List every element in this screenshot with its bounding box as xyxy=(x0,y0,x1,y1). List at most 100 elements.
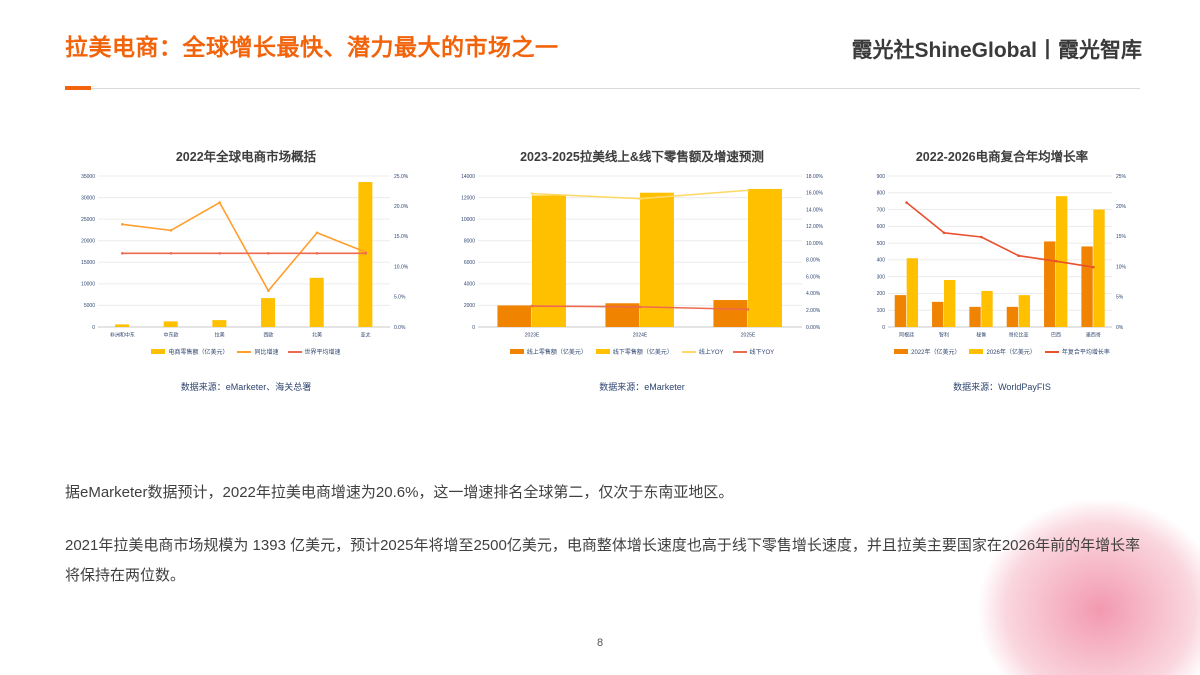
line-marker xyxy=(905,201,908,204)
chart-legend: 电商零售额（亿美元） 同比增速 世界平均增速 xyxy=(66,347,426,356)
legend-label: 2022年（亿美元） xyxy=(911,350,961,356)
header-divider xyxy=(65,88,1140,89)
line-marker xyxy=(121,223,124,226)
legend-item: 2022年（亿美元） xyxy=(894,347,960,356)
legend-item: 电商零售额（亿美元） xyxy=(151,347,228,356)
bar xyxy=(1044,241,1056,327)
line-marker xyxy=(1017,254,1020,258)
left-axis-label: 2000 xyxy=(464,303,475,309)
corner-gradient-decoration xyxy=(930,455,1200,675)
bar xyxy=(261,298,276,327)
x-axis-label: 墨西哥 xyxy=(1086,333,1101,339)
right-axis-label: 0% xyxy=(1116,325,1124,331)
legend-item: 年复合平均增长率 xyxy=(1044,347,1110,356)
bar xyxy=(497,305,532,327)
bar xyxy=(932,301,944,327)
legend-item: 线下YOY xyxy=(732,347,774,356)
right-axis-label: 16.00% xyxy=(806,191,824,197)
line-marker xyxy=(315,231,319,235)
right-axis-label: 8.00% xyxy=(806,258,821,264)
left-axis-label: 20000 xyxy=(81,239,95,245)
brand-logo: 霞光社ShineGlobal丨霞光智库 xyxy=(851,39,1142,62)
x-axis-label: 巴西 xyxy=(1051,333,1061,339)
legend-label: 电商零售额（亿美元） xyxy=(168,350,229,356)
legend-item: 线上YOY xyxy=(681,347,724,356)
bar xyxy=(1018,295,1031,327)
x-axis-label: 2023E xyxy=(525,333,540,339)
legend-bar-swatch xyxy=(595,349,610,354)
legend-item: 线下零售额（亿美元） xyxy=(595,347,673,356)
line-marker xyxy=(267,289,270,293)
line-marker xyxy=(169,252,173,255)
right-axis-label: 0.0% xyxy=(394,325,406,331)
legend-line-swatch xyxy=(1044,350,1059,353)
right-axis-label: 14.00% xyxy=(806,207,824,213)
bar xyxy=(981,290,993,327)
line-marker xyxy=(746,188,750,192)
legend-item: 同比增速 xyxy=(237,347,279,356)
bar xyxy=(1093,209,1105,327)
line-marker xyxy=(530,192,534,195)
bar xyxy=(906,258,919,327)
right-axis-label: 10.0% xyxy=(394,264,409,270)
legend-label: 线上零售额（亿美元） xyxy=(526,350,587,356)
left-axis-label: 4000 xyxy=(464,282,475,288)
left-axis-label: 30000 xyxy=(81,195,95,201)
x-axis-label: 亚太 xyxy=(361,332,371,339)
x-axis-label: 2024E xyxy=(633,333,648,339)
line-marker xyxy=(315,252,319,255)
chart-canvas-latam-retail-forecast: 0 2000 4000 6000 8000 10000 12000 14000 0.00% 2.0… xyxy=(461,174,824,339)
line-marker xyxy=(267,252,270,255)
legend-line-swatch xyxy=(237,350,252,353)
bar xyxy=(748,188,782,327)
left-axis-label: 300 xyxy=(877,274,886,280)
bar xyxy=(532,195,566,327)
bar xyxy=(605,303,640,327)
page-title: 拉美电商：全球增长最快、潜力最大的市场之一 xyxy=(65,34,559,60)
line-series xyxy=(906,201,1094,268)
x-axis-label: 智利 xyxy=(939,332,949,339)
chart-canvas-global-market: 0 5000 10000 15000 20000 25000 30000 35000 0.0% 5… xyxy=(81,174,409,339)
right-axis-label: 20% xyxy=(1116,204,1127,210)
bar xyxy=(713,300,748,327)
x-axis-label: 非洲和中东 xyxy=(110,332,135,339)
body-paragraph-market-size: 2021年拉美电商市场规模为 1393 亿美元，预计2025年将增至2500亿美… xyxy=(65,537,1141,584)
left-axis-label: 35000 xyxy=(81,174,95,180)
legend-bar-swatch xyxy=(969,349,984,354)
x-axis-label: 哥伦比亚 xyxy=(1009,332,1029,339)
right-axis-label: 25% xyxy=(1116,174,1127,180)
legend-label: 同比增速 xyxy=(254,350,279,356)
line-marker xyxy=(364,252,367,255)
right-axis-label: 25.0% xyxy=(394,174,409,180)
left-axis-label: 14000 xyxy=(461,174,475,180)
right-axis-label: 10% xyxy=(1116,264,1127,270)
legend-line-swatch xyxy=(287,350,302,353)
chart-source: 数据来源：eMarketer、海关总署 xyxy=(180,382,312,392)
page-number: 8 xyxy=(596,637,604,649)
line-series xyxy=(122,201,366,292)
x-axis-label: 秘鲁 xyxy=(976,332,986,339)
chart-legend: 2022年（亿美元） 2026年（亿美元） 年复合平均增长率 xyxy=(856,347,1148,356)
bar xyxy=(894,295,907,327)
legend-label: 世界平均增速 xyxy=(304,350,341,356)
right-axis-label: 0.00% xyxy=(806,325,821,331)
chart-title: 2022-2026电商复合年均增长率 xyxy=(915,150,1089,164)
right-axis-label: 18.00% xyxy=(806,174,824,180)
bar xyxy=(309,277,324,327)
left-axis-label: 700 xyxy=(877,207,886,213)
left-axis-label: 0 xyxy=(472,325,475,331)
chart-source: 数据来源：eMarketer xyxy=(599,382,685,392)
left-axis-label: 100 xyxy=(877,308,886,314)
legend-bar-swatch xyxy=(894,349,909,354)
left-axis-label: 200 xyxy=(877,291,886,297)
legend-item: 世界平均增速 xyxy=(287,347,341,356)
right-axis-label: 15.0% xyxy=(394,234,409,240)
right-axis-label: 2.00% xyxy=(806,308,821,314)
x-axis-label: 阿根廷 xyxy=(899,332,914,339)
legend-line-swatch xyxy=(732,350,747,353)
left-axis-label: 500 xyxy=(877,241,886,247)
line-marker xyxy=(530,304,534,308)
header-divider-accent xyxy=(65,86,91,90)
chart-title: 2022年全球电商市场概括 xyxy=(175,150,317,164)
